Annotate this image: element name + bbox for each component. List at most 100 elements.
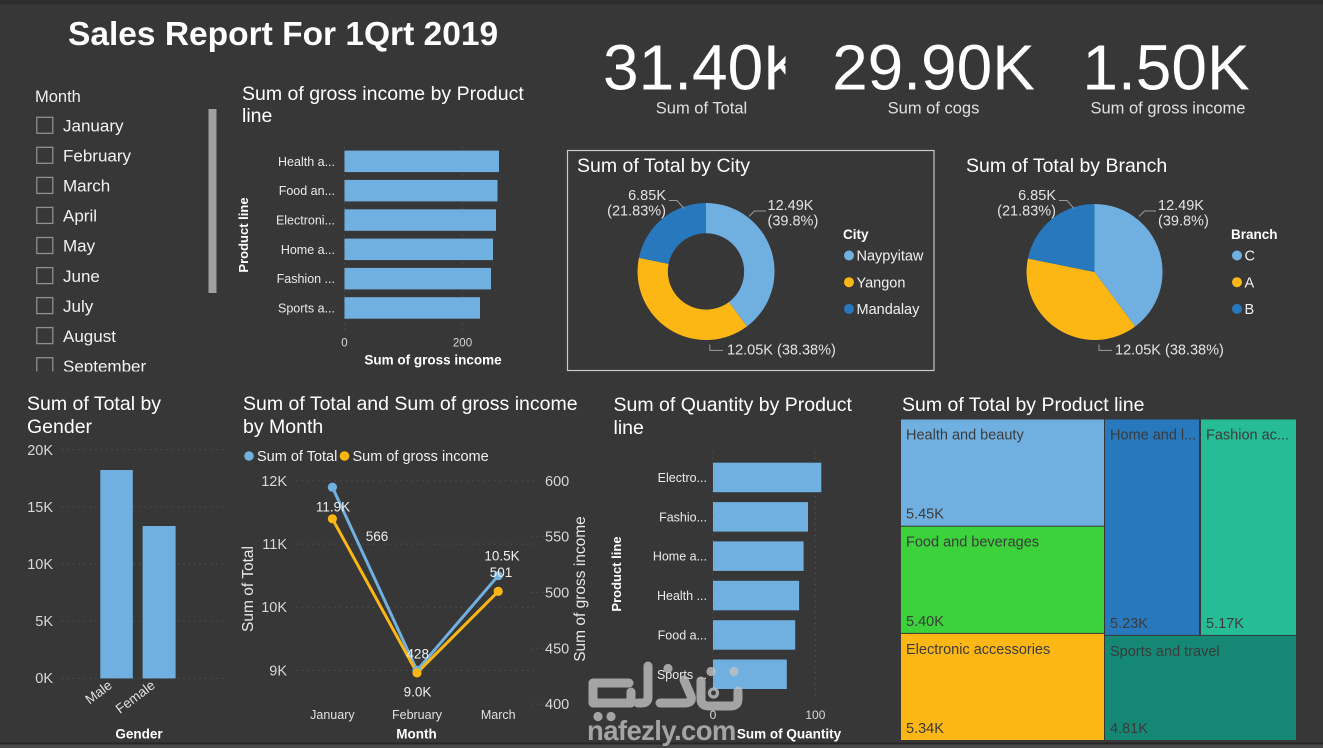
- svg-text:11.9K: 11.9K: [316, 500, 350, 515]
- svg-text:Sum of gross income by Product: Sum of gross income by Product: [242, 83, 524, 105]
- svg-text:Food and beverages: Food and beverages: [906, 535, 1039, 551]
- svg-text:12.49K: 12.49K: [768, 198, 814, 214]
- svg-text:Sales Report For 1Qrt 2019: Sales Report For 1Qrt 2019: [68, 16, 498, 53]
- svg-text:Gender: Gender: [115, 727, 163, 742]
- svg-text:June: June: [63, 267, 100, 286]
- svg-text:January: January: [310, 708, 355, 722]
- svg-text:(21.83%): (21.83%): [607, 204, 666, 220]
- svg-text:1.50K: 1.50K: [1082, 31, 1249, 103]
- svg-text:C: C: [1245, 249, 1255, 265]
- svg-text:March: March: [481, 708, 516, 722]
- svg-text:Sports a...: Sports a...: [278, 302, 335, 316]
- svg-text:0: 0: [710, 708, 717, 722]
- svg-text:6.85K: 6.85K: [1018, 188, 1056, 204]
- svg-text:Product line: Product line: [236, 197, 251, 272]
- svg-text:20K: 20K: [27, 443, 53, 459]
- svg-text:5.23K: 5.23K: [1110, 616, 1148, 632]
- svg-text:(39.8%): (39.8%): [768, 214, 819, 230]
- svg-text:Health ...: Health ...: [657, 589, 707, 603]
- svg-text:Health a...: Health a...: [278, 155, 335, 169]
- svg-text:Home and l...: Home and l...: [1110, 428, 1196, 444]
- svg-text:4.81K: 4.81K: [1110, 721, 1148, 737]
- svg-text:9K: 9K: [269, 663, 287, 679]
- svg-text:Sum of Total by: Sum of Total by: [27, 393, 161, 415]
- svg-text:Home a...: Home a...: [653, 550, 707, 564]
- svg-text:Sum of Total: Sum of Total: [240, 546, 257, 632]
- svg-text:400: 400: [545, 697, 569, 713]
- svg-text:10K: 10K: [261, 600, 287, 616]
- svg-text:Sports and travel: Sports and travel: [1110, 644, 1220, 660]
- svg-text:nafezly.com: nafezly.com: [587, 715, 736, 746]
- svg-text:12.05K (38.38%): 12.05K (38.38%): [727, 343, 836, 359]
- svg-text:Sum of Total by Branch: Sum of Total by Branch: [966, 155, 1167, 177]
- svg-text:February: February: [63, 147, 132, 166]
- svg-text:Branch: Branch: [1231, 227, 1278, 242]
- svg-text:12.49K: 12.49K: [1158, 198, 1204, 214]
- svg-text:Sum of Total: Sum of Total: [656, 100, 747, 118]
- svg-text:12K: 12K: [261, 474, 287, 490]
- svg-text:Sum of Quantity by Product: Sum of Quantity by Product: [614, 394, 853, 416]
- svg-text:May: May: [63, 237, 96, 256]
- svg-text:Health and beauty: Health and beauty: [906, 428, 1024, 444]
- svg-text:Food a...: Food a...: [658, 629, 707, 643]
- svg-text:29.90K: 29.90K: [832, 31, 1035, 103]
- svg-text:600: 600: [545, 474, 569, 490]
- svg-text:Month: Month: [35, 88, 81, 106]
- svg-text:Sum of gross income: Sum of gross income: [1091, 100, 1246, 118]
- svg-text:450: 450: [545, 641, 569, 657]
- svg-text:428: 428: [406, 647, 429, 662]
- svg-text:Sum of Total by Product line: Sum of Total by Product line: [902, 394, 1144, 416]
- svg-text:February: February: [392, 708, 443, 722]
- svg-text:Month: Month: [396, 727, 436, 742]
- svg-text:B: B: [1245, 302, 1255, 318]
- svg-text:501: 501: [490, 565, 513, 580]
- svg-text:September: September: [63, 357, 146, 376]
- svg-text:line: line: [242, 105, 272, 127]
- svg-text:Sum of Quantity: Sum of Quantity: [737, 727, 842, 742]
- svg-text:July: July: [63, 297, 94, 316]
- svg-text:Product line: Product line: [609, 536, 624, 611]
- svg-text:Sum of cogs: Sum of cogs: [888, 100, 980, 118]
- svg-text:6.85K: 6.85K: [628, 188, 666, 204]
- svg-text:500: 500: [545, 586, 569, 602]
- svg-text:5.45K: 5.45K: [906, 507, 944, 523]
- svg-text:Electroni...: Electroni...: [276, 214, 335, 228]
- svg-text:200: 200: [453, 338, 472, 350]
- svg-text:566: 566: [366, 529, 389, 544]
- svg-text:A: A: [1245, 275, 1255, 291]
- svg-text:Sum of gross income: Sum of gross income: [572, 516, 589, 662]
- svg-text:January: January: [63, 117, 124, 136]
- svg-text:(21.83%): (21.83%): [997, 204, 1056, 220]
- svg-text:Food an...: Food an...: [279, 184, 335, 198]
- svg-text:Fashio...: Fashio...: [659, 510, 707, 524]
- svg-text:City: City: [843, 227, 869, 242]
- svg-text:12.05K (38.38%): 12.05K (38.38%): [1115, 343, 1224, 359]
- svg-text:April: April: [63, 207, 97, 226]
- svg-text:10.5K: 10.5K: [484, 549, 519, 564]
- svg-text:line: line: [614, 417, 644, 439]
- svg-text:Sum of Total: Sum of Total: [257, 449, 337, 465]
- svg-text:Mandalay: Mandalay: [857, 302, 921, 318]
- svg-text:Naypyitaw: Naypyitaw: [857, 249, 924, 265]
- svg-text:9.0K: 9.0K: [404, 685, 432, 700]
- svg-text:11K: 11K: [262, 537, 287, 553]
- svg-text:Home a...: Home a...: [281, 243, 335, 257]
- svg-text:0: 0: [341, 338, 347, 350]
- svg-text:5.17K: 5.17K: [1206, 616, 1244, 632]
- svg-text:550: 550: [545, 530, 569, 546]
- svg-text:(39.8%): (39.8%): [1158, 214, 1209, 230]
- svg-text:5.40K: 5.40K: [906, 614, 944, 630]
- svg-text:Electro...: Electro...: [658, 471, 707, 485]
- svg-text:Fashion ...: Fashion ...: [277, 272, 335, 286]
- svg-text:Gender: Gender: [27, 416, 93, 438]
- svg-text:Sum of Total by City: Sum of Total by City: [577, 155, 750, 177]
- svg-text:August: August: [63, 327, 116, 346]
- svg-text:15K: 15K: [27, 500, 53, 516]
- svg-text:Sum of gross income: Sum of gross income: [364, 353, 502, 368]
- svg-text:by Month: by Month: [243, 416, 323, 438]
- svg-text:March: March: [63, 177, 110, 196]
- svg-text:5.34K: 5.34K: [906, 721, 944, 737]
- svg-text:Sum of Total and Sum of gross: Sum of Total and Sum of gross income: [243, 393, 578, 415]
- svg-text:31.40K: 31.40K: [603, 31, 806, 103]
- svg-text:100: 100: [805, 708, 825, 722]
